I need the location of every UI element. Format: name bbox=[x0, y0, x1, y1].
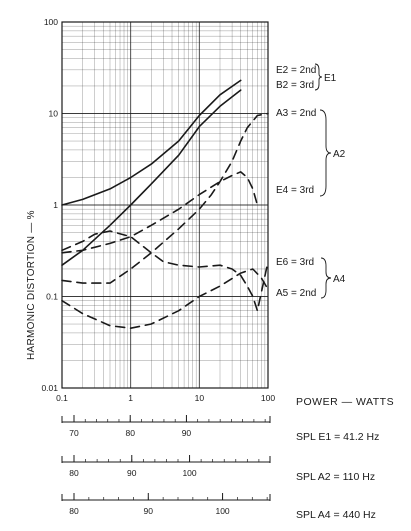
spl-tick-label: 90 bbox=[182, 428, 192, 438]
y-tick-label: 0.01 bbox=[41, 383, 58, 393]
spl-scale-a4: 80 90 100 SPL A4 = 440 Hz bbox=[61, 493, 376, 521]
series-line-1 bbox=[61, 79, 242, 206]
series-line-5 bbox=[61, 230, 269, 312]
series-line-6 bbox=[61, 268, 269, 330]
legend-a3: A3 = 2nd bbox=[276, 108, 316, 119]
brace-a4 bbox=[320, 257, 332, 299]
legend-a5: A5 = 2nd bbox=[276, 288, 316, 299]
x-tick-label: 10 bbox=[195, 393, 205, 403]
spl-tick-label: 90 bbox=[144, 506, 154, 516]
x-tick-label: 1 bbox=[128, 393, 133, 403]
spl-scale-a2: 80 90 100 SPL A2 = 110 Hz bbox=[61, 455, 375, 483]
plot-grid bbox=[61, 22, 268, 389]
brace-e1 bbox=[314, 63, 323, 91]
spl-tick-label: 80 bbox=[125, 428, 135, 438]
legend-e4: E4 = 3rd bbox=[276, 185, 314, 196]
y-tick-label: 10 bbox=[49, 109, 59, 119]
series-annotations: E2 = 2nd B2 = 3rd E1 A3 = 2nd E4 = 3rd A… bbox=[276, 63, 346, 299]
series-line-4 bbox=[61, 171, 259, 254]
series-lines bbox=[61, 79, 269, 330]
legend-e6: E6 = 3rd bbox=[276, 257, 314, 268]
spl-scale-label: SPL A2 = 110 Hz bbox=[296, 471, 375, 483]
series-line-2 bbox=[61, 89, 242, 267]
brace-label-e1: E1 bbox=[324, 73, 337, 84]
y-tick-label: 0.1 bbox=[46, 292, 58, 302]
spl-scale-label: SPL E1 = 41.2 Hz bbox=[296, 431, 379, 443]
y-tick-label: 100 bbox=[44, 17, 58, 27]
x-tick-label: 0.1 bbox=[56, 393, 68, 403]
y-tick-label: 1 bbox=[53, 200, 58, 210]
x-tick-label: 100 bbox=[261, 393, 275, 403]
spl-tick-label: 100 bbox=[215, 506, 229, 516]
legend-b2: B2 = 3rd bbox=[276, 80, 314, 91]
brace-label-a2: A2 bbox=[333, 149, 346, 160]
x-tick-labels: 0.1 1 10 100 bbox=[56, 393, 275, 403]
spl-tick-label: 80 bbox=[69, 468, 79, 478]
spl-tick-label: 70 bbox=[69, 428, 79, 438]
series-line-3 bbox=[61, 112, 269, 284]
y-tick-labels: 0.01 0.1 1 10 100 bbox=[41, 17, 58, 393]
brace-label-a4: A4 bbox=[333, 274, 346, 285]
spl-tick-label: 90 bbox=[127, 468, 137, 478]
spl-scale-e1: 70 80 90 SPL E1 = 41.2 Hz bbox=[61, 415, 379, 443]
spl-scale-label: SPL A4 = 440 Hz bbox=[296, 509, 376, 521]
brace-a2 bbox=[319, 109, 332, 197]
spl-tick-label: 100 bbox=[182, 468, 196, 478]
spl-tick-label: 80 bbox=[69, 506, 79, 516]
legend-e2: E2 = 2nd bbox=[276, 65, 316, 76]
x-axis-label: POWER — WATTS bbox=[296, 396, 394, 408]
y-axis-label: HARMONIC DISTORTION — % bbox=[26, 210, 37, 360]
